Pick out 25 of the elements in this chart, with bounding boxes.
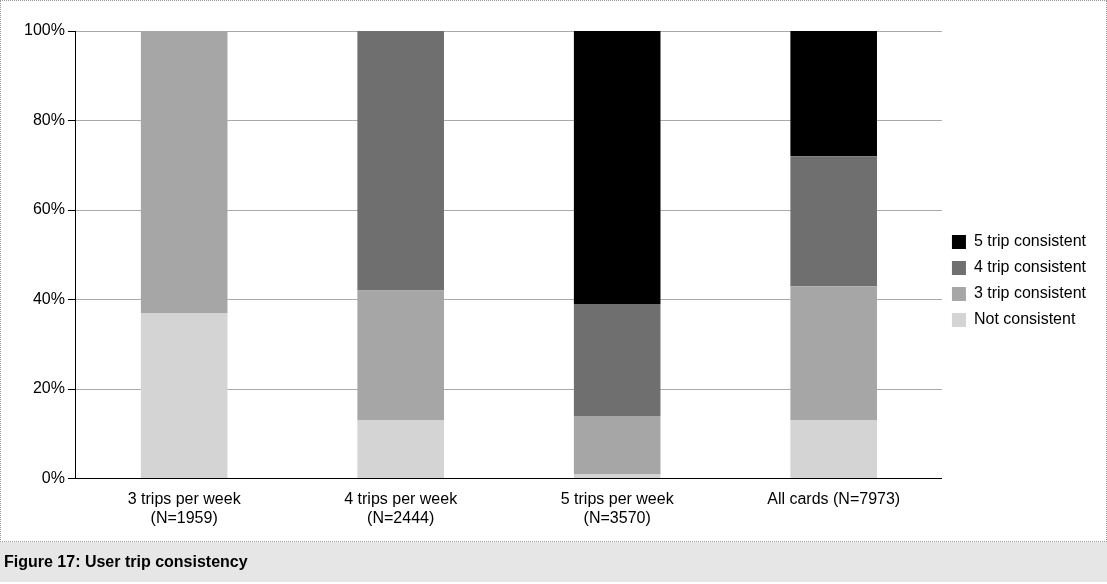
x-tick-label: 4 trips per week (N=2444) xyxy=(344,489,459,526)
legend-label: 5 trip consistent xyxy=(973,232,1087,250)
bar xyxy=(790,420,877,479)
x-tick-label: 3 trips per week (N=1959) xyxy=(127,489,242,526)
y-tick-label: 80% xyxy=(32,110,65,128)
bar xyxy=(790,31,877,157)
bar xyxy=(573,31,661,305)
y-tick-label: 40% xyxy=(32,289,65,307)
bar xyxy=(573,474,661,479)
y-tick-label: 100% xyxy=(24,21,65,39)
y-tick-label: 60% xyxy=(32,200,65,218)
bar xyxy=(573,415,661,475)
bar xyxy=(357,420,444,479)
bar xyxy=(357,31,444,291)
bar xyxy=(790,156,877,287)
x-tick-label: All cards (N=7973) xyxy=(767,489,901,507)
y-tick-label: 0% xyxy=(41,469,65,487)
legend-label: Not consistent xyxy=(973,310,1076,328)
bar xyxy=(140,312,228,479)
legend-label: 4 trip consistent xyxy=(973,258,1087,276)
bar xyxy=(573,304,661,416)
x-tick-label: 5 trips per week (N=3570) xyxy=(560,489,675,526)
y-tick-label: 20% xyxy=(32,379,65,397)
legend-label: 3 trip consistent xyxy=(973,284,1087,302)
text: Figure 17: User trip consistency xyxy=(0,542,1107,582)
